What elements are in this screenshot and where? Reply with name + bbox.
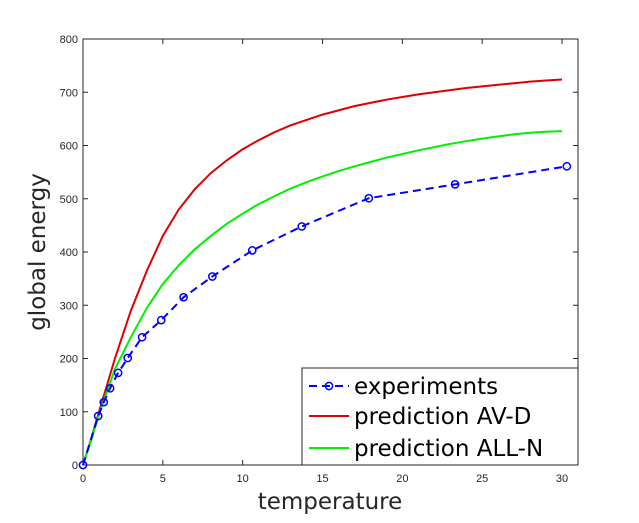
y-tick-label: 600 [60,141,78,153]
series-line-prediction-all-n [82,130,563,466]
legend: experiments prediction AV-D prediction A… [301,367,579,466]
x-axis-ticks: 0 5 10 15 20 25 30 [80,39,568,485]
data-point-experiments [93,411,103,421]
y-tick-label: 300 [60,300,78,312]
x-axis-label: temperature [258,489,403,515]
x-tick-label: 0 [80,473,86,485]
data-point-experiments [179,292,188,302]
data-point-experiments [450,180,460,189]
data-point-experiments [247,246,257,255]
data-point-experiments [78,460,88,470]
x-tick-label: 10 [237,473,249,485]
series-line-prediction-av-d [82,78,563,466]
data-point-experiments [113,368,123,378]
legend-experiments-marker [324,381,334,391]
series-line-experiments [82,165,567,466]
series-layer [78,78,572,470]
data-point-experiments [364,193,374,203]
y-tick-label: 0 [72,460,78,472]
y-tick-label: 800 [60,34,78,46]
legend-all-n-label: prediction ALL-N [354,436,543,462]
y-tick-label: 500 [60,194,78,206]
data-point-experiments [562,161,572,171]
data-point-experiments [207,272,217,281]
x-tick-label: 25 [476,473,488,485]
y-axis-ticks: 0 100 200 300 400 500 600 700 800 [60,34,578,472]
y-tick-label: 200 [60,354,78,366]
data-point-experiments [123,353,133,363]
legend-av-d-label: prediction AV-D [354,404,531,430]
y-tick-label: 400 [60,247,78,259]
data-point-experiments [99,397,109,407]
x-tick-label: 5 [160,473,166,485]
data-point-experiments [137,332,147,342]
x-tick-label: 20 [396,473,408,485]
data-point-experiments [105,383,115,393]
y-tick-label: 700 [60,87,78,99]
data-point-experiments [297,222,307,231]
x-tick-label: 15 [316,473,328,485]
y-tick-label: 100 [60,407,78,419]
data-point-experiments [156,315,166,325]
y-axis-label: global energy [25,173,51,331]
legend-experiments-label: experiments [354,374,498,400]
x-tick-label: 30 [556,473,568,485]
